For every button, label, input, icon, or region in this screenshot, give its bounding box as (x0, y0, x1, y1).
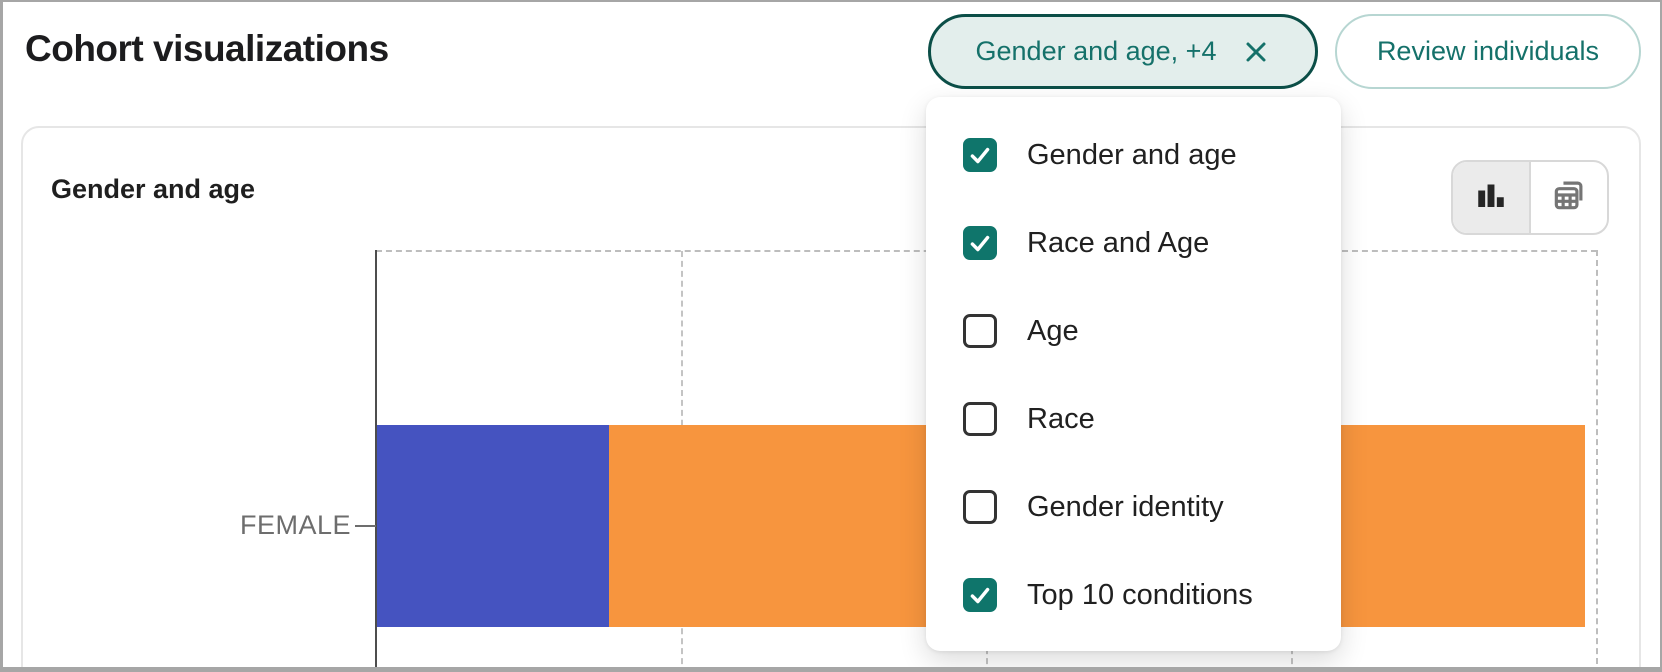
y-tick-mark (355, 525, 376, 527)
checkbox[interactable] (963, 138, 997, 172)
dropdown-item-label: Race (1027, 402, 1095, 435)
dropdown-item-label: Gender identity (1027, 490, 1224, 523)
bar-chart-icon (1473, 177, 1509, 218)
chart-view-button[interactable] (1453, 162, 1529, 233)
dropdown-item-gender-and-age[interactable]: Gender and age (963, 111, 1341, 199)
toggle-divider (1529, 162, 1531, 233)
dropdown-item-label: Race and Age (1027, 226, 1210, 259)
dropdown-item-gender-identity[interactable]: Gender identity (963, 463, 1341, 551)
visualization-dropdown-menu: Gender and age Race and Age Age Race Gen… (926, 97, 1341, 651)
close-icon[interactable] (1242, 38, 1270, 66)
page-title: Cohort visualizations (25, 28, 389, 69)
table-icon (1550, 176, 1588, 219)
checkbox[interactable] (963, 226, 997, 260)
dropdown-item-race-and-age[interactable]: Race and Age (963, 199, 1341, 287)
checkbox[interactable] (963, 578, 997, 612)
plot-border-right (1596, 250, 1598, 667)
checkbox[interactable] (963, 314, 997, 348)
bar-segment-blue[interactable] (377, 425, 609, 627)
review-individuals-label: Review individuals (1376, 36, 1600, 66)
checkbox[interactable] (963, 490, 997, 524)
y-tick-label-female: FEMALE (239, 510, 351, 540)
dropdown-item-label: Top 10 conditions (1027, 578, 1253, 611)
view-toggle (1451, 160, 1609, 235)
dropdown-item-label: Age (1027, 314, 1079, 347)
filter-chip[interactable]: Gender and age, +4 (928, 14, 1318, 89)
filter-chip-label: Gender and age, +4 (975, 36, 1217, 66)
checkbox[interactable] (963, 402, 997, 436)
chart-title: Gender and age (51, 174, 256, 204)
review-individuals-button[interactable]: Review individuals (1335, 14, 1641, 89)
y-axis (375, 250, 377, 667)
table-view-button[interactable] (1531, 162, 1607, 233)
dropdown-item-race[interactable]: Race (963, 375, 1341, 463)
dropdown-item-age[interactable]: Age (963, 287, 1341, 375)
dropdown-item-label: Gender and age (1027, 138, 1237, 171)
dropdown-item-top-10-conditions[interactable]: Top 10 conditions (963, 551, 1341, 639)
